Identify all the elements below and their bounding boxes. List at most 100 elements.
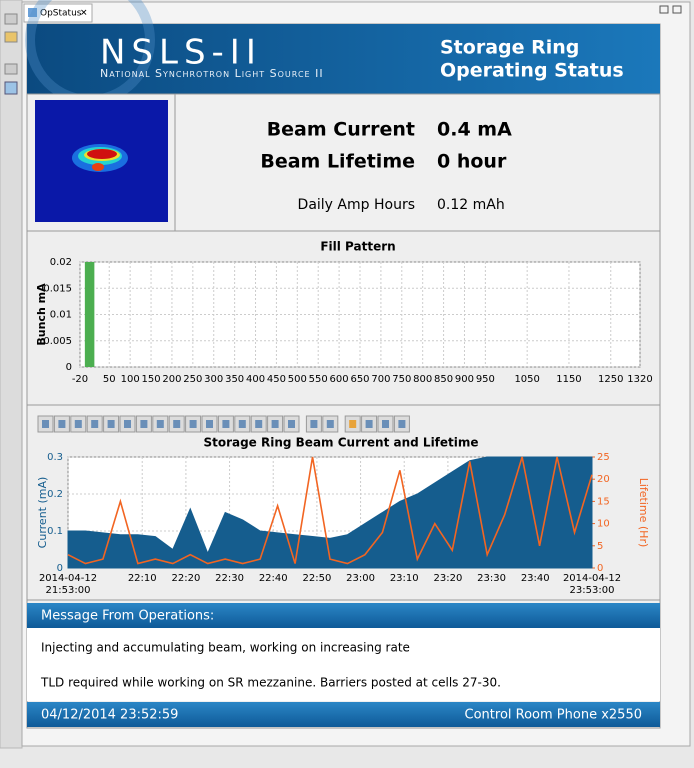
lifetime-line <box>67 456 593 565</box>
x-tick-label: 150 <box>141 374 160 385</box>
sidebar-icon[interactable] <box>4 13 18 25</box>
chart-title: Storage Ring Beam Current and Lifetime <box>203 436 478 450</box>
toolbar-glyph <box>140 420 148 428</box>
status-label: Beam Current <box>267 119 415 141</box>
x-tick-label: 100 <box>121 374 140 385</box>
footer-bar <box>27 702 660 727</box>
toolbar-glyph <box>58 420 66 428</box>
tab[interactable] <box>23 3 93 23</box>
toolbar-glyph <box>156 420 164 428</box>
toolbar-glyph <box>222 420 230 428</box>
y2-tick-label: 20 <box>597 474 610 485</box>
logo: NSLS-II <box>100 33 262 73</box>
x-tick-label: 400 <box>246 374 265 385</box>
bunch-bar <box>87 262 90 367</box>
x-tick-label: 1150 <box>556 374 581 385</box>
x-tick-label: 600 <box>330 374 349 385</box>
tab-close[interactable]: ✕ <box>80 9 88 19</box>
x-tick-label: 1050 <box>514 374 539 385</box>
footer-phone: Control Room Phone x2550 <box>465 708 642 723</box>
toolbar-glyph <box>288 420 295 428</box>
x-tick-label: 450 <box>267 374 286 385</box>
toolbar-glyph <box>310 420 318 428</box>
beam-image-core <box>87 149 117 159</box>
toolbar-glyph <box>206 420 213 428</box>
status-value: 0.4 mA <box>437 119 512 141</box>
x-tick-label: 200 <box>162 374 181 385</box>
x-tick-label: 23:10 <box>390 573 419 584</box>
sidebar-icon[interactable] <box>4 81 18 95</box>
plot-toolbar <box>37 415 410 433</box>
x-tick-label: 22:50 <box>302 573 331 584</box>
y-tick-label: 0.015 <box>43 283 72 294</box>
x-tick-label: 2014-04-12 23:53:00 <box>563 573 621 596</box>
sidebar <box>0 0 23 749</box>
toolbar-glyph <box>326 420 334 428</box>
x-tick-label: 1320 <box>627 374 652 385</box>
x-tick-label: 22:10 <box>128 573 157 584</box>
toolbar-glyph <box>42 420 49 428</box>
x-tick-label: 500 <box>288 374 307 385</box>
message-line: Injecting and accumulating beam, working… <box>41 641 410 655</box>
y-axis-label: Current (mA) <box>36 477 49 549</box>
status-label: Beam Lifetime <box>260 151 415 173</box>
x-tick-label: 23:40 <box>521 573 550 584</box>
bunch-bar <box>92 262 95 367</box>
toolbar-glyph <box>189 420 197 428</box>
x-tick-label: 850 <box>434 374 453 385</box>
maximize-button[interactable] <box>672 5 682 14</box>
footer-timestamp: 04/12/2014 23:52:59 <box>41 708 178 723</box>
y2-tick-label: 10 <box>597 519 610 530</box>
y-tick-label: 0.3 <box>47 452 63 463</box>
status-value: 0.12 mAh <box>437 197 505 213</box>
y2-tick-label: 15 <box>597 496 610 507</box>
x-tick-label: 22:30 <box>215 573 244 584</box>
toolbar-glyph <box>255 420 263 428</box>
x-tick-label: 650 <box>350 374 369 385</box>
bunch-bar <box>91 262 94 367</box>
x-tick-label: 250 <box>183 374 202 385</box>
logo-subtitle: National Synchrotron Light Source II <box>100 67 324 80</box>
toolbar-glyph <box>124 420 131 428</box>
toolbar-glyph <box>74 420 82 428</box>
x-tick-label: 900 <box>455 374 474 385</box>
toolbar-glyph <box>349 420 357 428</box>
x-tick-label: 22:40 <box>259 573 288 584</box>
x-tick-label: 550 <box>309 374 328 385</box>
bunch-bar <box>86 262 89 367</box>
chart-title: Fill Pattern <box>320 240 395 254</box>
toolbar-glyph <box>271 420 279 428</box>
y2-tick-label: 25 <box>597 452 610 463</box>
y-tick-label: 0.2 <box>47 489 63 500</box>
y-tick-label: 0.1 <box>47 526 63 537</box>
message-header <box>27 603 660 628</box>
status-value: 0 hour <box>437 151 507 173</box>
y2-tick-label: 0 <box>597 563 603 574</box>
message-body <box>27 628 660 701</box>
message-line: TLD required while working on SR mezzani… <box>40 676 501 690</box>
x-tick-label: 800 <box>413 374 432 385</box>
x-tick-label: 23:00 <box>346 573 375 584</box>
toolbar-glyph <box>365 420 373 428</box>
beam-image-core <box>92 163 104 171</box>
x-tick-label: 23:30 <box>477 573 506 584</box>
toolbar-glyph <box>238 420 246 428</box>
current-area <box>67 456 593 569</box>
x-tick-label: 750 <box>392 374 411 385</box>
header-banner <box>27 24 660 94</box>
minimize-button[interactable] <box>659 5 669 14</box>
tab-icon <box>28 8 37 17</box>
message-title: Message From Operations: <box>41 609 214 624</box>
toolbar-glyph <box>382 420 389 428</box>
bunch-bar <box>89 262 92 367</box>
sidebar-icon[interactable] <box>4 63 18 75</box>
x-tick-label: 1250 <box>598 374 623 385</box>
sidebar-icon[interactable] <box>4 31 18 43</box>
y-tick-label: 0.02 <box>50 257 72 268</box>
x-tick-label: 700 <box>371 374 390 385</box>
y2-tick-label: 5 <box>597 541 603 552</box>
header-title: Operating Status <box>440 60 624 82</box>
bunch-bar <box>84 262 87 367</box>
x-tick-label: 950 <box>476 374 495 385</box>
